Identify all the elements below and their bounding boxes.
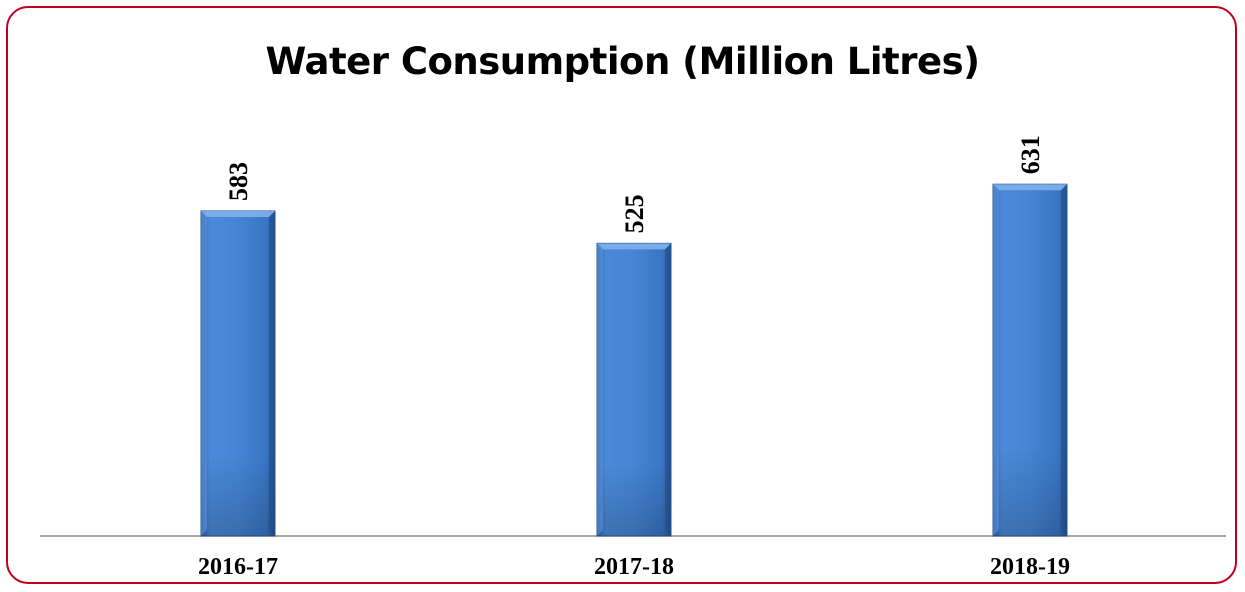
chart-title: Water Consumption (Million Litres) [265, 40, 980, 83]
x-tick-label-2016-17: 2016-17 [198, 554, 278, 580]
bar-2016-17 [200, 210, 276, 537]
data-label-2018-19: 631 [1016, 135, 1045, 174]
bar-2017-18 [596, 242, 672, 537]
bar-2018-19 [992, 183, 1068, 537]
data-label-2017-18: 525 [620, 194, 649, 233]
data-label-2016-17: 583 [224, 162, 253, 201]
x-tick-label-2018-19: 2018-19 [990, 554, 1070, 580]
x-tick-label-2017-18: 2017-18 [594, 554, 674, 580]
